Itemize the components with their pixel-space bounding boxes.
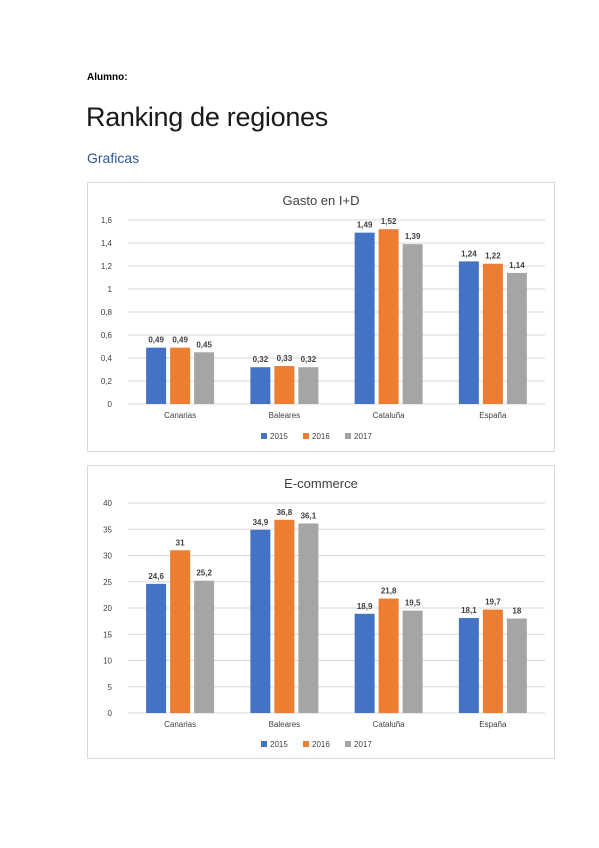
data-label: 1,22	[485, 252, 501, 261]
bar-2015-canarias	[146, 583, 167, 713]
legend-swatch-2015	[261, 433, 267, 439]
bar-2016-españa	[482, 609, 503, 713]
bar-2015-cataluña	[354, 232, 375, 404]
y-tick-label: 15	[103, 630, 112, 639]
bar-2017-cataluña	[402, 244, 423, 404]
legend-label: 2016	[312, 740, 330, 749]
bar-2016-cataluña	[378, 229, 399, 404]
legend-swatch-2016	[303, 741, 309, 747]
chart-gasto-id-svg: Gasto en I+D 0 0,2 0,4 0,6 0,8 1 1,2 1,4 1,6 0,49 0…	[101, 193, 545, 441]
data-label: 1,49	[357, 221, 373, 230]
y-tick-label: 0	[108, 400, 113, 409]
data-label: 1,39	[405, 232, 421, 241]
bar-2016-cataluña	[378, 598, 399, 713]
data-label: 36,8	[277, 508, 293, 517]
data-label: 1,24	[461, 249, 477, 258]
chart-title: E-commerce	[284, 476, 358, 491]
bar-2016-baleares	[274, 366, 295, 404]
y-tick-label: 0,8	[101, 308, 113, 317]
y-tick-label: 35	[103, 525, 112, 534]
bar-2015-españa	[458, 617, 479, 713]
x-tick-label: Baleares	[269, 720, 301, 729]
bar-2017-canarias	[194, 352, 215, 404]
y-tick-label: 40	[103, 499, 112, 508]
bar-2015-baleares	[250, 367, 271, 404]
data-label: 36,1	[301, 511, 317, 520]
data-label: 0,49	[172, 336, 188, 345]
bar-2017-cataluña	[402, 610, 423, 713]
data-label: 19,7	[485, 598, 501, 607]
y-tick-label: 20	[103, 604, 112, 613]
x-tick-label: España	[479, 411, 507, 420]
bar-2017-canarias	[194, 580, 215, 713]
y-tick-label: 0,6	[101, 331, 113, 340]
x-tick-label: Cataluña	[373, 720, 406, 729]
x-tick-label: España	[479, 720, 507, 729]
legend-swatch-2017	[345, 433, 351, 439]
y-tick-label: 1	[108, 285, 113, 294]
data-label: 18,9	[357, 602, 373, 611]
data-label: 21,8	[381, 587, 397, 596]
y-tick-label: 1,6	[101, 216, 113, 225]
data-label: 0,33	[277, 354, 293, 363]
bar-2016-españa	[482, 263, 503, 404]
section-heading: Graficas	[87, 150, 140, 166]
legend-swatch-2017	[345, 741, 351, 747]
bar-2016-canarias	[170, 347, 191, 404]
data-label: 0,32	[253, 355, 269, 364]
page-title: Ranking de regiones	[86, 102, 328, 132]
x-tick-label: Baleares	[269, 411, 301, 420]
x-tick-label: Cataluña	[373, 411, 406, 420]
legend-swatch-2015	[261, 741, 267, 747]
bar-2015-baleares	[250, 529, 271, 713]
legend-label: 2017	[354, 740, 372, 749]
data-label: 1,14	[509, 261, 525, 270]
bar-2016-canarias	[170, 550, 191, 713]
y-tick-label: 1,4	[101, 239, 113, 248]
legend-label: 2016	[312, 432, 330, 441]
data-label: 19,5	[405, 599, 421, 608]
chart-gasto-id: Gasto en I+D 0 0,2 0,4 0,6 0,8 1 1,2 1,4 1,6 0,49 0…	[87, 182, 555, 452]
x-tick-label: Canarias	[164, 720, 196, 729]
data-label: 1,52	[381, 217, 397, 226]
bar-2016-baleares	[274, 519, 295, 713]
y-tick-label: 0,4	[101, 354, 113, 363]
legend-label: 2015	[270, 432, 288, 441]
legend-swatch-2016	[303, 433, 309, 439]
y-tick-label: 0	[108, 709, 113, 718]
data-label: 34,9	[253, 518, 269, 527]
y-tick-label: 30	[103, 552, 112, 561]
y-tick-label: 5	[108, 683, 113, 692]
chart-ecommerce: E-commerce 0 5 10 15 20 25 30 35 40 24,6 31 25,2 Cana…	[87, 465, 555, 759]
data-label: 24,6	[148, 572, 164, 581]
bar-2017-españa	[506, 272, 527, 404]
data-label: 31	[176, 538, 185, 547]
bar-2017-baleares	[298, 367, 319, 404]
bar-2017-baleares	[298, 523, 319, 713]
x-tick-label: Canarias	[164, 411, 196, 420]
chart-ecommerce-svg: E-commerce 0 5 10 15 20 25 30 35 40 24,6 31 25,2 Cana…	[103, 476, 545, 749]
bar-2015-españa	[458, 261, 479, 404]
data-label: 0,45	[196, 340, 212, 349]
data-label: 18	[512, 607, 521, 616]
y-tick-label: 1,2	[101, 262, 113, 271]
chart-title: Gasto en I+D	[283, 193, 360, 208]
bar-2015-canarias	[146, 347, 167, 404]
legend-label: 2015	[270, 740, 288, 749]
y-tick-label: 10	[103, 657, 112, 666]
bar-2017-españa	[506, 618, 527, 713]
bar-2015-cataluña	[354, 613, 375, 713]
data-label: 25,2	[196, 569, 212, 578]
y-tick-label: 0,2	[101, 377, 113, 386]
legend-label: 2017	[354, 432, 372, 441]
data-label: 18,1	[461, 606, 477, 615]
data-label: 0,49	[148, 336, 164, 345]
data-label: 0,32	[301, 355, 317, 364]
student-label: Alumno:	[87, 72, 128, 83]
y-tick-label: 25	[103, 578, 112, 587]
